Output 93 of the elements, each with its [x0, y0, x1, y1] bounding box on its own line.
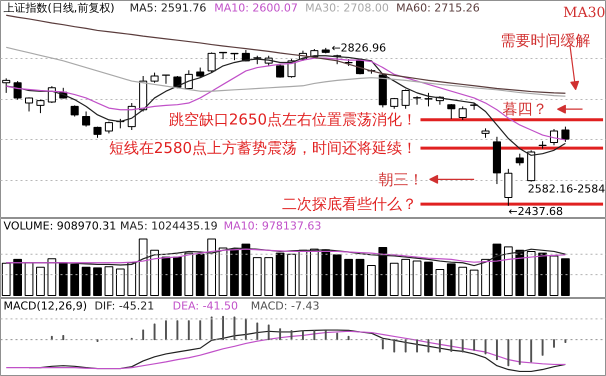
bar	[390, 262, 399, 296]
bar	[526, 250, 536, 296]
candlestick	[458, 106, 467, 120]
bar	[264, 257, 274, 296]
candlestick	[561, 126, 570, 142]
series-label: MACD: -7.43	[250, 300, 320, 312]
bar	[538, 252, 547, 296]
bar	[446, 263, 456, 296]
ref-line-label: 跳空缺口2650点左右位置震荡消化！	[168, 110, 418, 129]
bar	[356, 258, 364, 296]
annotation: 2582.16-2584	[528, 182, 606, 196]
bar	[332, 254, 342, 296]
bar	[138, 238, 148, 296]
text: MA30: 2708.00	[305, 2, 389, 14]
bar	[550, 255, 558, 296]
bar	[230, 248, 239, 296]
bar	[561, 258, 570, 296]
bar	[184, 252, 194, 296]
bar	[481, 258, 490, 296]
bar	[162, 256, 170, 296]
bar	[241, 244, 250, 296]
candlestick	[36, 99, 44, 114]
candlestick	[2, 78, 10, 94]
candlestick	[447, 104, 456, 120]
ref-line-label: 二次探底看些什么？	[282, 195, 418, 214]
bar	[401, 258, 410, 296]
bar	[276, 252, 284, 296]
annotation: ←2826.96	[331, 41, 386, 54]
bar	[310, 248, 319, 296]
text: VOLUME: 908970.31	[4, 220, 116, 232]
candlestick	[481, 128, 490, 138]
bar	[207, 238, 216, 296]
bar	[2, 262, 11, 296]
bar	[47, 258, 56, 296]
candlestick	[276, 64, 284, 78]
bar	[287, 254, 296, 296]
candlestick	[402, 89, 410, 110]
chart-title: MACD(12,26,9)	[4, 300, 88, 312]
text: DEA: -41.50	[172, 300, 238, 312]
bar	[470, 270, 478, 296]
bar	[218, 248, 228, 296]
bar	[116, 268, 125, 296]
bar	[150, 250, 159, 296]
candlestick	[333, 54, 342, 65]
bar	[252, 257, 262, 296]
candlestick	[162, 74, 170, 84]
bar	[436, 269, 444, 296]
candlestick	[24, 96, 34, 112]
bar	[82, 266, 90, 296]
bar	[298, 250, 308, 296]
candlestick	[82, 110, 90, 128]
bar	[378, 246, 388, 296]
candlestick	[150, 72, 159, 84]
bar	[13, 258, 22, 296]
candlestick	[70, 104, 79, 118]
candlestick	[516, 153, 524, 166]
series-label: MA5: 1024435.19	[120, 220, 218, 232]
bar	[196, 254, 205, 296]
bar	[367, 265, 376, 296]
bar	[458, 266, 468, 296]
series-label: MA10: 978137.63	[224, 220, 322, 232]
text: MA10: 2600.07	[214, 2, 298, 14]
candlestick	[93, 126, 102, 138]
annotation: 朝三！	[378, 170, 424, 188]
candlestick	[208, 52, 216, 74]
bar	[24, 262, 34, 296]
annotation: 暮四？	[502, 100, 548, 118]
bar	[127, 262, 136, 296]
bar	[344, 258, 353, 296]
candlestick	[196, 67, 204, 78]
text: MA60: 2715.26	[396, 2, 480, 14]
bar	[424, 262, 433, 296]
annotation: ←2437.68	[508, 204, 564, 218]
annotation: 需要时间缓解	[500, 32, 590, 50]
bar	[70, 264, 80, 296]
bar	[321, 249, 330, 296]
candlestick	[424, 92, 433, 107]
bar	[412, 260, 422, 296]
text: MA5: 2591.76	[130, 2, 206, 14]
bar	[173, 256, 182, 296]
chart-title: 上证指数(日线,前复权)	[4, 2, 115, 14]
candlestick	[104, 121, 113, 134]
bar	[492, 244, 502, 296]
text: MA30	[563, 4, 606, 21]
bar	[104, 266, 114, 296]
candlestick	[550, 128, 558, 146]
bar	[58, 262, 68, 296]
bar	[504, 246, 513, 296]
ref-line-label: 短线在2580点上方蓄势震荡，时间还将延续！	[108, 139, 418, 158]
bar	[36, 266, 45, 296]
bar	[93, 267, 102, 296]
text: DIF: -45.21	[94, 300, 154, 312]
bar	[515, 250, 524, 296]
